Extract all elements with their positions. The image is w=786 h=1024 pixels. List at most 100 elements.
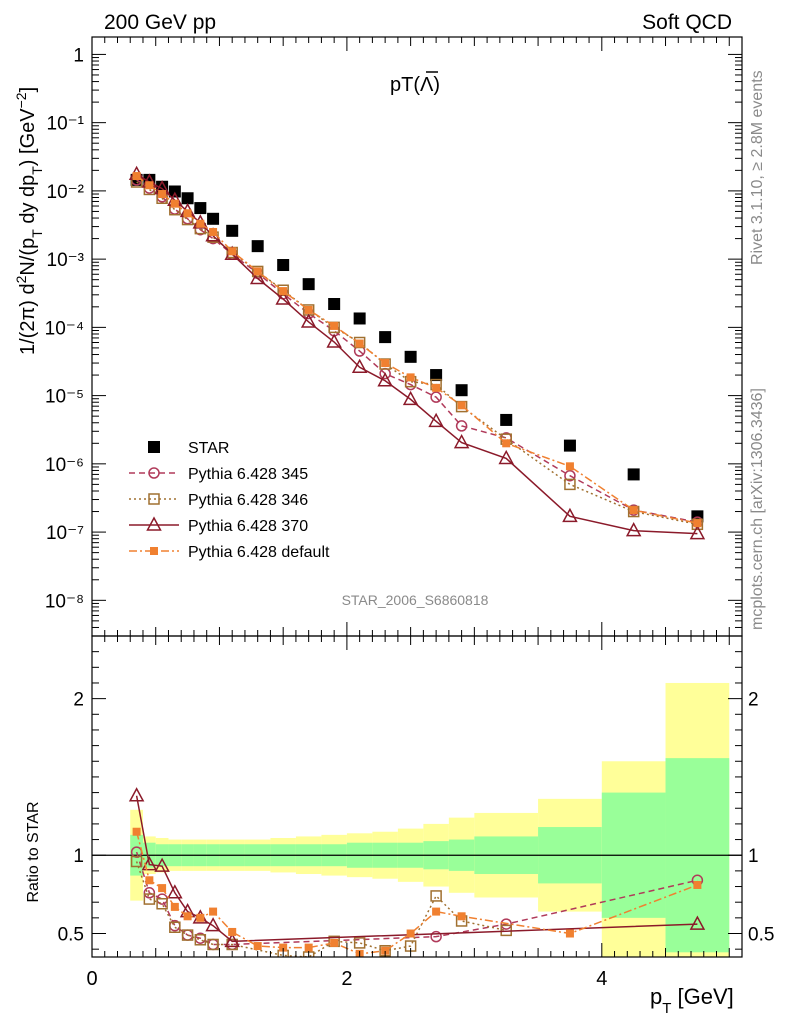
header-left: 200 GeV pp xyxy=(104,11,216,34)
main-point xyxy=(625,522,642,537)
main-point xyxy=(428,412,444,428)
ratio-frame xyxy=(91,635,743,958)
main-point xyxy=(326,333,342,348)
main-series-0 xyxy=(130,173,704,523)
main-point xyxy=(455,384,468,397)
main-point xyxy=(228,247,237,256)
ratio-point xyxy=(158,884,167,893)
ratio-point xyxy=(253,942,262,951)
x-tick-label: 2 xyxy=(341,968,352,990)
ratio-point xyxy=(209,907,218,916)
x-tick-label: 0 xyxy=(86,968,97,990)
main-y-tick-label: 1 xyxy=(73,45,84,66)
main-point xyxy=(379,331,392,344)
main-point xyxy=(432,383,441,392)
main-point xyxy=(404,350,417,363)
main-point xyxy=(181,192,194,205)
ratio-point xyxy=(205,917,221,932)
main-point xyxy=(381,359,390,368)
ratio-point xyxy=(565,929,574,938)
watermark: STAR_2006_S6860818 xyxy=(342,592,489,608)
legend: STAR Pythia 6.428 345 Pythia 6.428 346 Pyth… xyxy=(129,440,330,561)
main-point xyxy=(251,265,264,278)
ratio-y-tick-label-right: 1 xyxy=(748,846,759,867)
main-point xyxy=(277,284,289,296)
ratio-point xyxy=(145,876,154,885)
legend-marker xyxy=(146,516,162,531)
main-point xyxy=(194,202,207,215)
ratio-y-tick-label: 2 xyxy=(73,690,84,711)
mcplots-label: mcplots.cern.ch [arXiv:1306.3436] xyxy=(749,388,766,630)
main-point xyxy=(564,469,576,482)
legend-marker xyxy=(148,467,160,479)
ratio-point xyxy=(196,913,205,922)
main-point xyxy=(565,462,574,471)
header-right: Soft QCD xyxy=(642,11,732,34)
main-series-line xyxy=(136,173,698,535)
main-point xyxy=(253,267,262,276)
ratio-point xyxy=(170,902,179,911)
ratio-y-tick-label-right: 2 xyxy=(748,690,759,711)
ratio-point xyxy=(143,893,156,905)
main-series-line xyxy=(136,181,698,526)
main-point xyxy=(355,339,364,348)
ratio-point xyxy=(143,887,156,899)
main-ylabel: 1/(2π) d2N/(pT dy dpT) [GeV−2] xyxy=(13,87,45,355)
ratio-point xyxy=(141,856,158,871)
main-point xyxy=(564,478,576,491)
main-point xyxy=(563,439,576,452)
main-point xyxy=(145,181,154,190)
ratio-point xyxy=(181,929,194,941)
ratio-series-line xyxy=(135,861,507,957)
ratio-point xyxy=(430,890,442,902)
ratio-plot xyxy=(128,787,706,957)
legend-label: Pythia 6.428 346 xyxy=(188,492,308,509)
main-point xyxy=(156,180,169,193)
main-point xyxy=(693,519,702,528)
main-point xyxy=(627,468,640,481)
ratio-y-tick-label-right: 0.5 xyxy=(748,925,774,946)
legend-marker xyxy=(148,441,160,453)
main-point xyxy=(275,290,291,305)
main-y-tick-label: 10⁻⁷ xyxy=(46,523,84,544)
ratio-point xyxy=(183,912,192,921)
ratio-point xyxy=(500,918,512,930)
main-point xyxy=(132,172,141,181)
x-tick-label: 4 xyxy=(596,968,607,990)
main-point xyxy=(302,278,315,291)
main-series-4 xyxy=(132,172,702,528)
main-point xyxy=(168,185,181,198)
main-point xyxy=(457,401,466,410)
main-point xyxy=(300,313,317,328)
ratio-point xyxy=(207,938,219,951)
legend-marker xyxy=(148,493,160,505)
main-point xyxy=(498,449,514,465)
main-y-ticks: 10⁻⁸ 10⁻⁷ 10⁻⁶ 10⁻⁵ 10⁻⁴ 10⁻³ 10⁻² 10⁻¹ 1 xyxy=(45,45,742,637)
ratio-point xyxy=(381,946,390,955)
main-point xyxy=(377,372,393,387)
main-point xyxy=(207,212,220,225)
ratio-point xyxy=(406,929,415,938)
main-point xyxy=(629,506,638,515)
main-point xyxy=(328,298,341,311)
ratio-point xyxy=(693,880,702,889)
main-y-tick-label: 10⁻¹ xyxy=(47,114,85,135)
rivet-label: Rivet 3.1.10, ≥ 2.8M events xyxy=(749,70,766,265)
ratio-point xyxy=(130,855,143,868)
main-point xyxy=(353,312,366,325)
legend-label: Pythia 6.428 370 xyxy=(188,518,308,535)
main-y-tick-label: 10⁻⁶ xyxy=(45,455,84,476)
legend-entry-0: STAR xyxy=(148,440,229,457)
ratio-series-1 xyxy=(130,855,512,957)
ratio-point xyxy=(169,921,181,933)
x-ticks: 0 2 4 xyxy=(86,37,730,990)
main-y-tick-label: 10⁻⁴ xyxy=(45,318,84,339)
main-title: pT(Λ) xyxy=(390,71,440,96)
main-point xyxy=(402,390,419,406)
main-point xyxy=(183,209,192,218)
legend-label: STAR xyxy=(188,440,229,457)
main-series-line xyxy=(136,175,698,524)
main-point xyxy=(562,507,578,523)
ratio-point xyxy=(457,912,466,921)
